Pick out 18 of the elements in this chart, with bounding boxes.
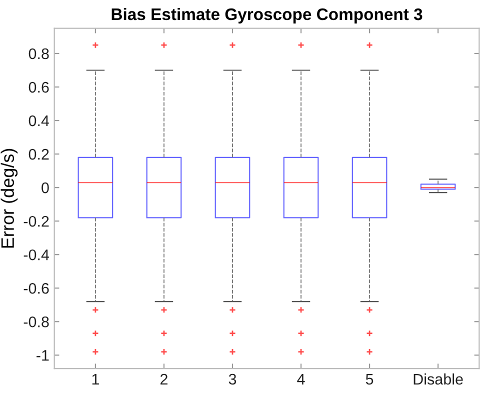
chart-title: Bias Estimate Gyroscope Component 3 xyxy=(112,8,422,24)
x-tick-label: 1 xyxy=(92,374,99,384)
y-tick-label: 0.8 xyxy=(28,48,49,60)
y-tick-label: -0.4 xyxy=(24,249,50,260)
y-tick-label: 0.6 xyxy=(28,82,49,93)
x-tick-label: 4 xyxy=(297,374,305,384)
y-tick-label: 0 xyxy=(42,182,49,194)
y-tick-label: 0.2 xyxy=(28,148,49,160)
y-tick-label: -0.2 xyxy=(24,216,49,227)
y-tick-label: -0.6 xyxy=(24,282,49,294)
x-tick-label: Disable xyxy=(414,373,463,385)
y-tick-label: 0.4 xyxy=(28,115,50,126)
x-tick-label: 2 xyxy=(160,374,168,384)
y-axis-title: Error (deg/s) xyxy=(0,148,18,248)
x-tick-label: 3 xyxy=(228,374,236,385)
y-tick-label: -0.8 xyxy=(24,316,49,328)
x-tick-label: 5 xyxy=(366,374,374,385)
y-tick-label: -1 xyxy=(36,350,49,361)
